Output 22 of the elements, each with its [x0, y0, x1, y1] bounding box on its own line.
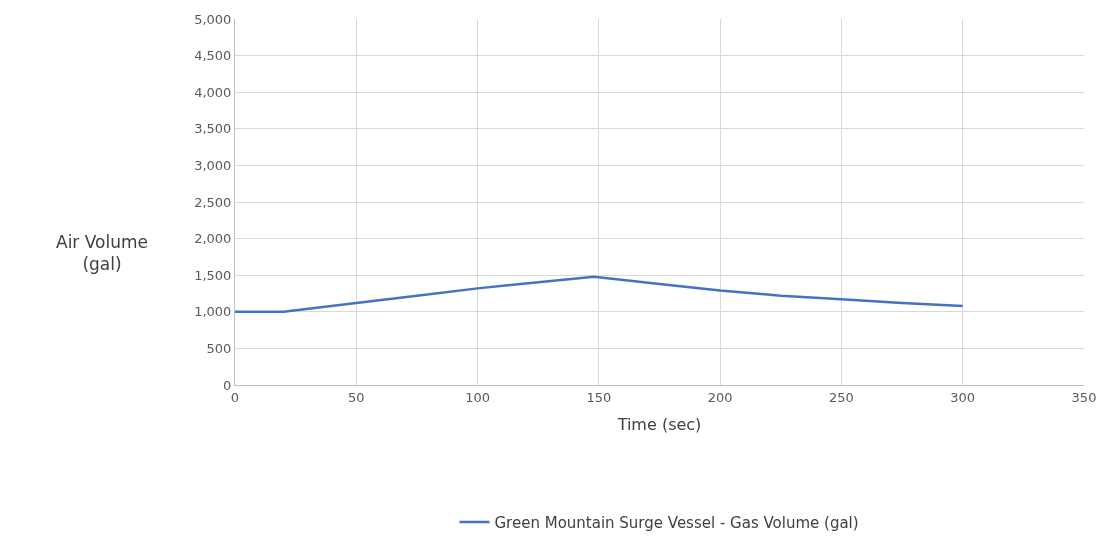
x-tick-label: 100 — [465, 389, 490, 405]
y-tick-label: 4,000 — [194, 84, 232, 100]
y-tick-label: 1,000 — [194, 304, 232, 320]
x-axis-title: Time (sec) — [616, 415, 702, 435]
x-tick-label: 250 — [829, 389, 854, 405]
y-tick-label: 2,500 — [194, 194, 232, 210]
y-tick-label: 3,500 — [194, 121, 232, 137]
x-tick-label: 150 — [586, 389, 612, 405]
y-tick-label: 1,500 — [194, 267, 232, 283]
legend-label: Green Mountain Surge Vessel - Gas Volume (gal) — [494, 513, 859, 532]
y-tick-label: 500 — [206, 340, 232, 356]
y-tick-label: 5,000 — [194, 11, 232, 27]
line-series — [235, 275, 964, 314]
y-tick-label: 2,000 — [194, 231, 232, 247]
x-tick-label: 50 — [348, 389, 365, 405]
x-tick-label: 300 — [950, 389, 976, 405]
y-tick-label: 0 — [223, 377, 232, 393]
x-tick-label: 350 — [1071, 389, 1097, 405]
y-axis-title: Air Volume (gal) — [56, 232, 148, 275]
y-tick-label: 3,000 — [194, 157, 232, 173]
x-tick-label: 200 — [707, 389, 733, 405]
y-tick-label: 4,500 — [194, 48, 232, 64]
